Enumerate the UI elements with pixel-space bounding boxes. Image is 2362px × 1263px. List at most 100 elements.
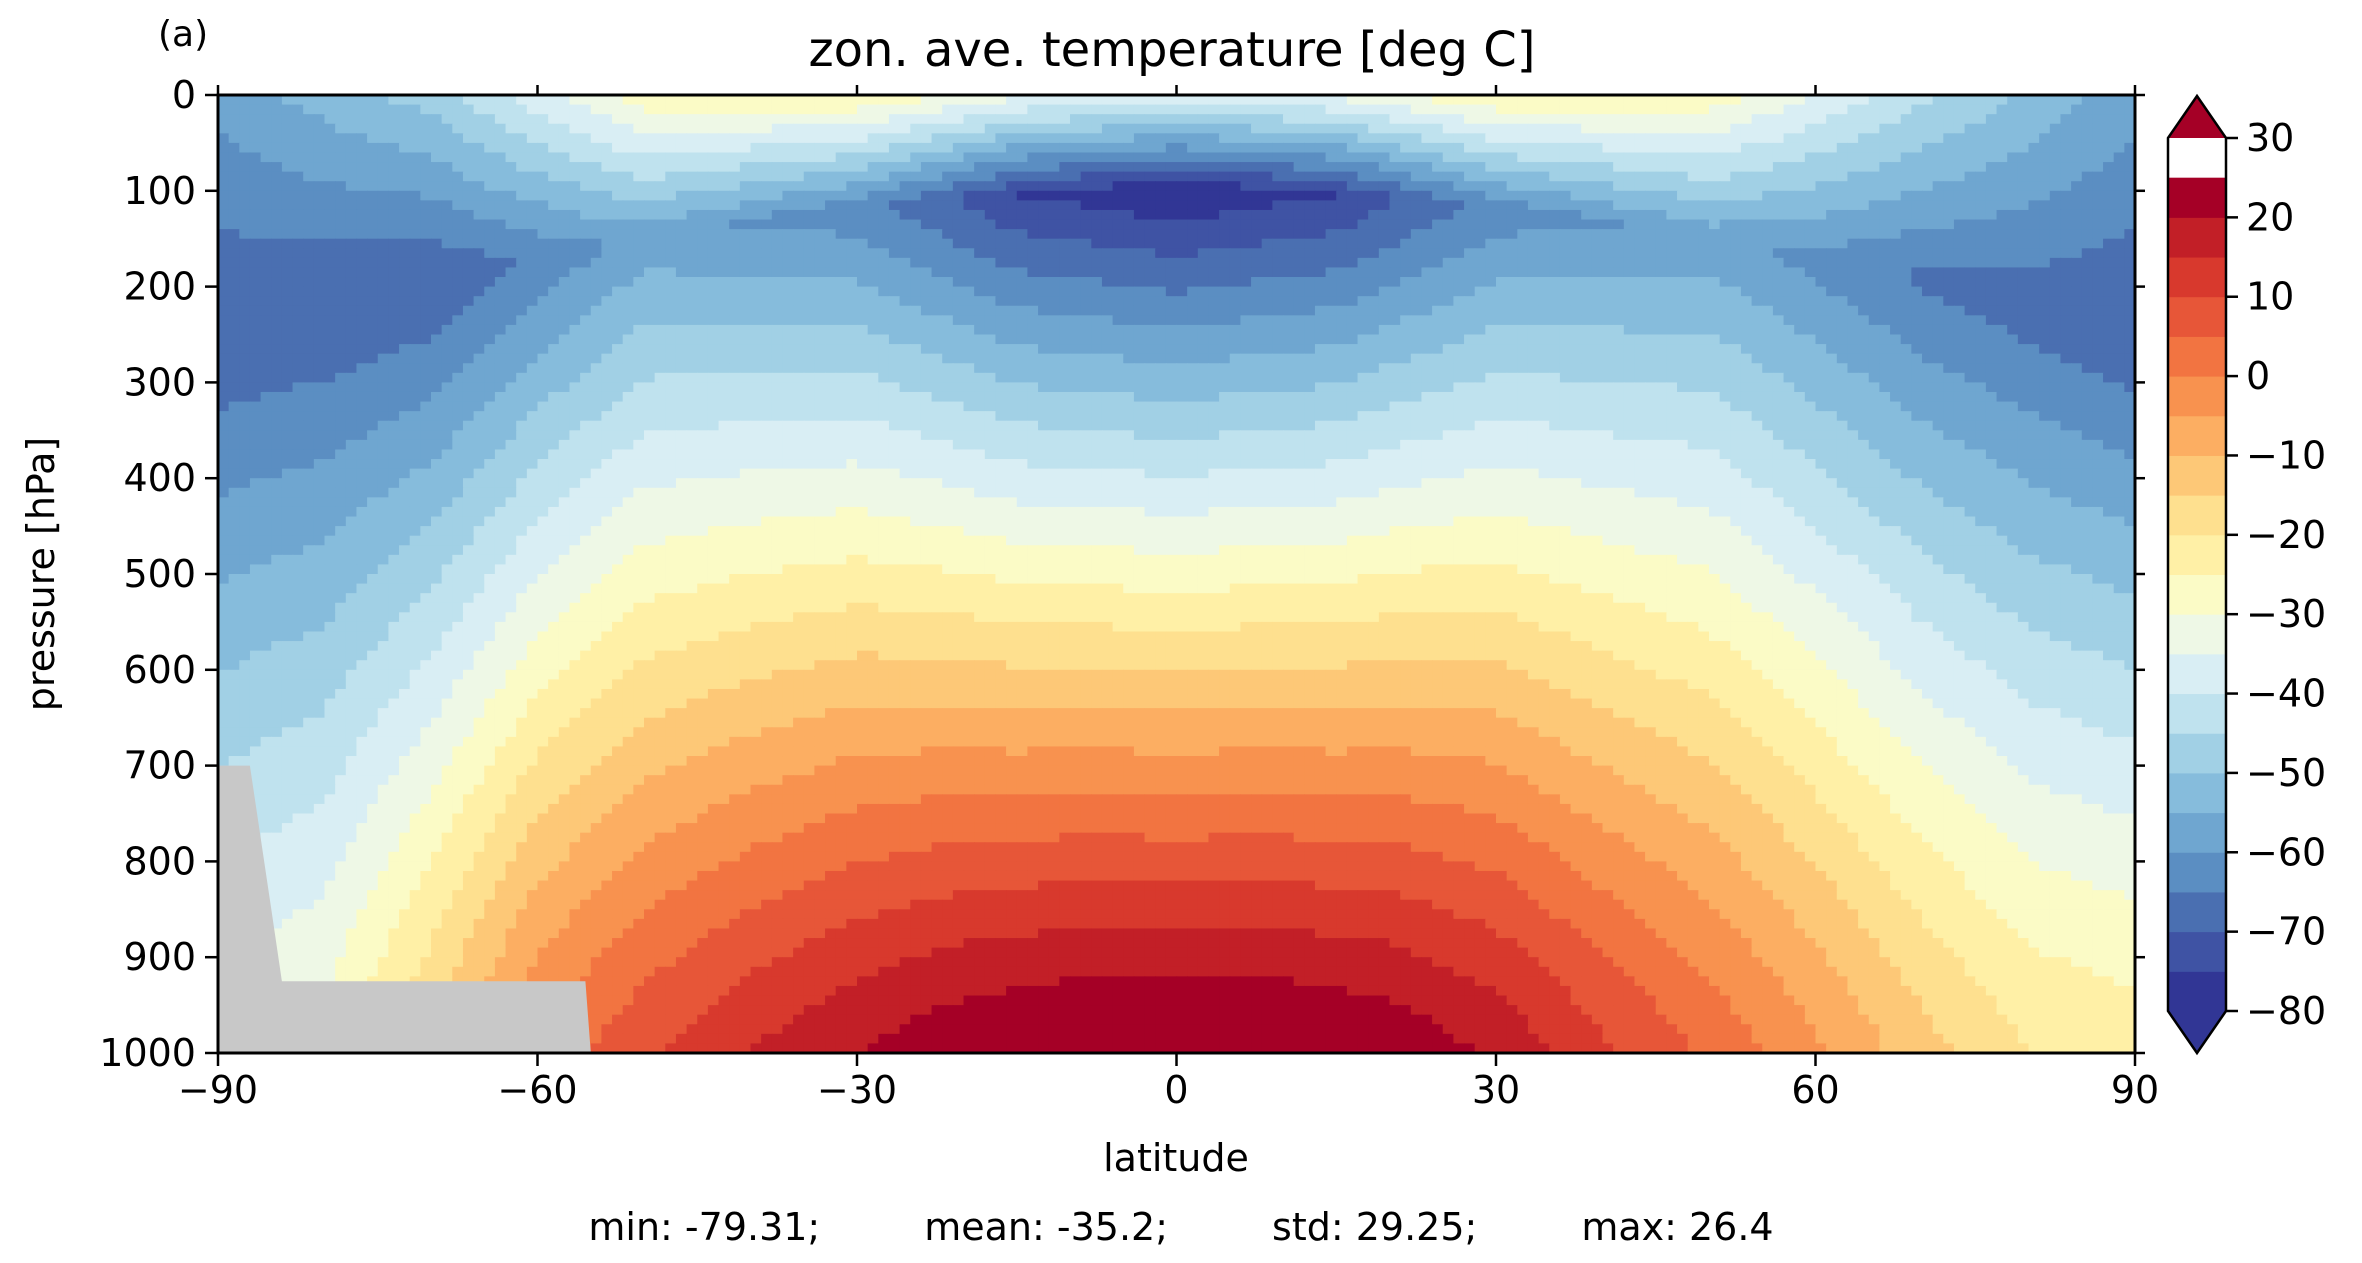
field-cell [1858, 239, 1869, 249]
field-cell [964, 124, 975, 134]
field-cell [1581, 296, 1592, 306]
field-cell [538, 220, 549, 230]
field-cell [1198, 181, 1209, 191]
field-cell [644, 210, 655, 220]
field-cell [964, 133, 975, 143]
field-cell [325, 114, 336, 124]
field-cell [1603, 143, 1614, 153]
field-cell [1741, 306, 1752, 316]
field-cell [2039, 325, 2050, 335]
field-cell [1816, 152, 1827, 162]
field-cell [612, 200, 623, 210]
field-cell [1208, 105, 1219, 115]
field-cell [836, 200, 847, 210]
field-cell [282, 306, 293, 316]
field-cell [1049, 296, 1060, 306]
field-cell [1017, 277, 1028, 287]
field-cell [1624, 287, 1635, 297]
field-cell [474, 239, 485, 249]
field-cell [1688, 248, 1699, 258]
field-cell [1166, 95, 1177, 105]
field-cell [2029, 239, 2040, 249]
field-cell [761, 162, 772, 172]
field-cell [729, 287, 740, 297]
field-cell [580, 181, 591, 191]
field-cell [410, 191, 421, 201]
field-cell [1730, 325, 1741, 335]
field-cell [1762, 306, 1773, 316]
field-cell [2060, 229, 2071, 239]
field-cell [367, 143, 378, 153]
field-cell [1890, 210, 1901, 220]
field-cell [378, 181, 389, 191]
field-cell [623, 162, 634, 172]
field-cell [1475, 152, 1486, 162]
field-cell [772, 306, 783, 316]
field-cell [1507, 296, 1518, 306]
field-cell [1933, 267, 1944, 277]
field-cell [1177, 172, 1188, 182]
field-cell [1145, 239, 1156, 249]
field-cell [1826, 172, 1837, 182]
field-cell [1379, 105, 1390, 115]
field-cell [367, 344, 378, 354]
field-cell [697, 95, 708, 105]
field-cell [1177, 296, 1188, 306]
field-cell [420, 335, 431, 345]
field-cell [1453, 296, 1464, 306]
field-cell [910, 200, 921, 210]
field-cell [623, 181, 634, 191]
field-cell [442, 105, 453, 115]
field-cell [1816, 162, 1827, 172]
field-cell [1485, 296, 1496, 306]
field-cell [1198, 229, 1209, 239]
field-cell [1943, 258, 1954, 268]
field-cell [814, 143, 825, 153]
field-cell [399, 181, 410, 191]
field-cell [836, 287, 847, 297]
field-cell [1784, 315, 1795, 325]
field-cell [729, 124, 740, 134]
field-cell [367, 114, 378, 124]
field-cell [910, 114, 921, 124]
field-cell [580, 335, 591, 345]
field-cell [1933, 105, 1944, 115]
field-cell [293, 287, 304, 297]
field-cell [665, 267, 676, 277]
field-cell [1805, 152, 1816, 162]
field-cell [1336, 181, 1347, 191]
field-cell [1081, 306, 1092, 316]
field-cell [335, 162, 346, 172]
field-cell [452, 200, 463, 210]
field-cell [1911, 325, 1922, 335]
field-cell [399, 296, 410, 306]
field-cell [793, 354, 804, 364]
field-cell [655, 239, 666, 249]
field-cell [2060, 162, 2071, 172]
field-cell [900, 162, 911, 172]
field-cell [1879, 210, 1890, 220]
field-cell [1145, 172, 1156, 182]
field-cell [1453, 181, 1464, 191]
field-cell [1624, 95, 1635, 105]
field-cell [1421, 248, 1432, 258]
field-cell [335, 143, 346, 153]
field-cell [1805, 191, 1816, 201]
field-cell [591, 210, 602, 220]
field-cell [229, 239, 240, 249]
field-cell [1400, 267, 1411, 277]
field-cell [569, 152, 580, 162]
field-cell [1645, 335, 1656, 345]
field-cell [303, 133, 314, 143]
field-cell [1549, 344, 1560, 354]
field-cell [2092, 105, 2103, 115]
field-cell [1464, 296, 1475, 306]
field-cell [261, 172, 272, 182]
field-cell [239, 181, 250, 191]
field-cell [1272, 181, 1283, 191]
field-cell [665, 162, 676, 172]
field-cell [431, 296, 442, 306]
field-cell [1475, 105, 1486, 115]
field-cell [1411, 191, 1422, 201]
field-cell [1592, 95, 1603, 105]
